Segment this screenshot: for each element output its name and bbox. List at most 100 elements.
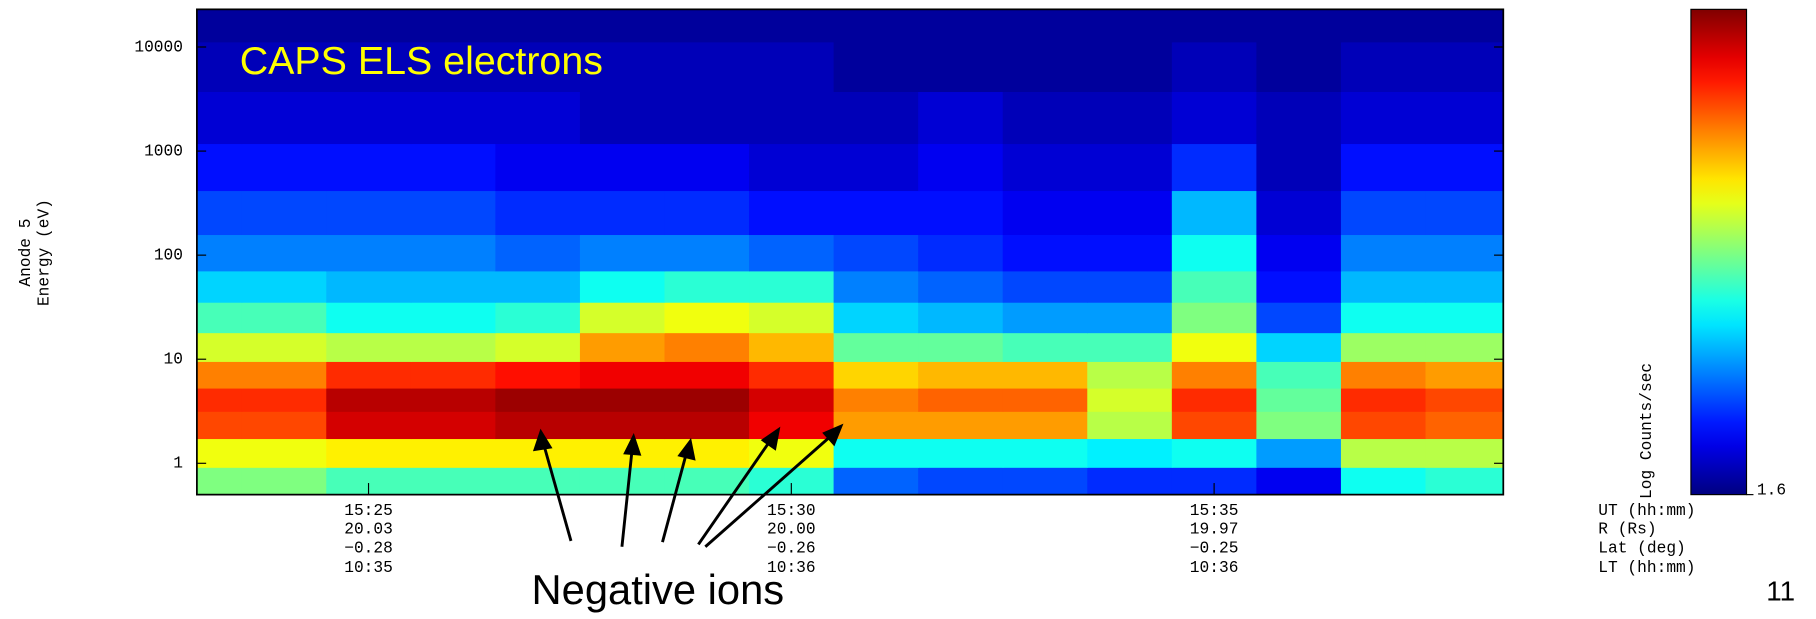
heat-cell bbox=[918, 234, 1004, 272]
heat-cell bbox=[1256, 387, 1342, 412]
heat-cell bbox=[918, 438, 1004, 468]
x-tick-label: 15:25 bbox=[344, 502, 393, 520]
heat-cell bbox=[749, 332, 835, 362]
y-tick-label: 10 bbox=[164, 351, 183, 369]
heat-cell bbox=[1002, 41, 1088, 93]
heat-cell bbox=[749, 361, 835, 389]
heat-cell bbox=[241, 332, 327, 362]
heat-cell bbox=[1171, 234, 1257, 272]
heat-cell bbox=[664, 361, 750, 389]
heat-cell bbox=[1171, 411, 1257, 440]
heat-cell bbox=[1256, 190, 1342, 236]
heat-cell bbox=[241, 387, 327, 412]
heat-cell bbox=[579, 467, 666, 495]
heat-cell bbox=[1087, 41, 1173, 93]
heat-cell bbox=[1002, 332, 1088, 362]
heat-cell bbox=[579, 302, 666, 334]
heat-cell bbox=[410, 41, 496, 93]
x-tick-row-title: LT (hh:mm) bbox=[1598, 559, 1695, 577]
heat-cell bbox=[918, 41, 1004, 93]
heat-cell bbox=[833, 387, 919, 412]
heat-cell bbox=[1087, 91, 1173, 145]
heat-cell bbox=[241, 190, 327, 236]
heat-cell bbox=[1087, 143, 1173, 192]
heat-cell bbox=[326, 411, 412, 440]
heat-cell bbox=[326, 143, 412, 192]
heat-cell bbox=[833, 234, 919, 272]
heat-cell bbox=[326, 91, 412, 145]
annotation: Negative ions bbox=[532, 566, 785, 613]
heat-cell bbox=[241, 9, 327, 43]
heat-cell bbox=[833, 332, 919, 362]
heat-cell bbox=[410, 270, 496, 303]
heat-cell bbox=[1256, 438, 1342, 468]
heat-cell bbox=[196, 91, 243, 145]
heat-cell bbox=[1087, 302, 1173, 334]
heat-cell bbox=[579, 411, 666, 440]
heat-cell bbox=[1425, 91, 1504, 145]
heat-cell bbox=[1425, 387, 1504, 412]
heat-cell bbox=[410, 361, 496, 389]
heat-cell bbox=[1002, 467, 1088, 495]
heat-cell bbox=[1256, 302, 1342, 334]
heat-cell bbox=[579, 361, 666, 389]
heat-cell bbox=[410, 234, 496, 272]
heat-cell bbox=[664, 411, 750, 440]
heat-cell bbox=[664, 143, 750, 192]
heat-cell bbox=[1171, 91, 1257, 145]
heat-cell bbox=[664, 41, 750, 93]
heat-cell bbox=[196, 234, 243, 272]
heat-cell bbox=[579, 9, 666, 43]
heat-cell bbox=[410, 190, 496, 236]
x-tick-sublabel: 20.03 bbox=[344, 521, 393, 539]
heat-cell bbox=[241, 361, 327, 389]
heat-cell bbox=[1425, 270, 1504, 303]
heat-cell bbox=[1425, 190, 1504, 236]
heat-cell bbox=[1256, 270, 1342, 303]
heat-cell bbox=[1425, 9, 1504, 43]
heat-cell bbox=[918, 332, 1004, 362]
heat-cell bbox=[196, 302, 243, 334]
heat-cell bbox=[326, 387, 412, 412]
x-tick-row-title: UT (hh:mm) bbox=[1598, 502, 1695, 520]
colorbar-tick-label: 1.6 bbox=[1757, 481, 1786, 499]
heat-cell bbox=[579, 143, 666, 192]
heat-cell bbox=[410, 143, 496, 192]
y-tick-label: 1 bbox=[173, 455, 183, 473]
heat-cell bbox=[1340, 41, 1427, 93]
y-tick-label: 100 bbox=[154, 246, 183, 264]
heat-cell bbox=[410, 332, 496, 362]
heat-cell bbox=[833, 270, 919, 303]
heat-cell bbox=[1256, 332, 1342, 362]
heat-cell bbox=[749, 234, 835, 272]
heat-cell bbox=[1425, 302, 1504, 334]
heat-cell bbox=[326, 190, 412, 236]
heat-cell bbox=[1171, 9, 1257, 43]
heat-cell bbox=[1340, 332, 1427, 362]
x-tick-sublabel: 19.97 bbox=[1190, 521, 1239, 539]
heat-cell bbox=[1340, 302, 1427, 334]
heat-cell bbox=[1087, 234, 1173, 272]
heat-cell bbox=[664, 190, 750, 236]
x-tick-sublabel: 10:35 bbox=[344, 559, 393, 577]
heat-cell bbox=[749, 411, 835, 440]
heat-cell bbox=[495, 9, 581, 43]
heat-cell bbox=[495, 190, 581, 236]
x-tick-label: 15:35 bbox=[1190, 502, 1239, 520]
heat-cell bbox=[410, 387, 496, 412]
heat-cell bbox=[749, 41, 835, 93]
x-tick-row-title: Lat (deg) bbox=[1598, 540, 1686, 558]
heat-cell bbox=[1425, 332, 1504, 362]
heat-cell bbox=[1340, 190, 1427, 236]
heat-cell bbox=[1087, 9, 1173, 43]
heat-cell bbox=[196, 411, 243, 440]
heat-cell bbox=[833, 190, 919, 236]
heat-cell bbox=[495, 143, 581, 192]
heat-cell bbox=[1256, 234, 1342, 272]
heat-cell bbox=[664, 9, 750, 43]
heat-cell bbox=[579, 41, 666, 93]
heat-cell bbox=[1002, 270, 1088, 303]
heat-cell bbox=[495, 387, 581, 412]
colorbar-label: Log Counts/sec bbox=[1638, 363, 1656, 499]
